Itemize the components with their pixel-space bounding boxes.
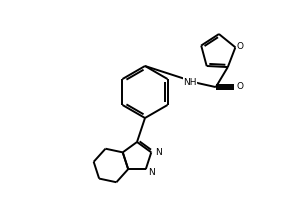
Text: N: N bbox=[148, 168, 155, 177]
Text: O: O bbox=[236, 82, 243, 91]
Text: O: O bbox=[237, 42, 244, 51]
Text: N: N bbox=[155, 148, 162, 157]
Text: NH: NH bbox=[183, 78, 196, 87]
